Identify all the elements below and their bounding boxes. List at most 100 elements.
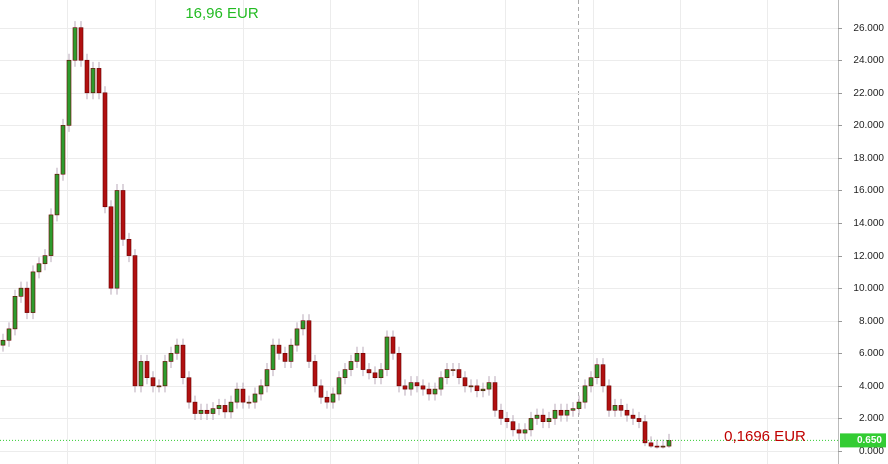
candle-body xyxy=(120,190,126,240)
y-tick-label: 22.000 xyxy=(853,88,884,99)
candle-body xyxy=(42,255,48,265)
candle-body xyxy=(54,173,60,216)
candle-body xyxy=(108,206,114,289)
y-tick-label: 6.000 xyxy=(859,348,884,359)
candle-body xyxy=(402,385,408,390)
candle-body xyxy=(648,442,654,447)
candle-body xyxy=(654,445,660,448)
candle-body xyxy=(240,388,246,403)
y-tick-label: 10.000 xyxy=(853,283,884,294)
candle-body xyxy=(468,385,474,388)
candle-body xyxy=(534,414,540,419)
candle-body xyxy=(618,405,624,411)
candle-body xyxy=(186,377,192,403)
y-tick-label: 26.000 xyxy=(853,23,884,34)
y-tick-label: 8.000 xyxy=(859,316,884,327)
grid: 0.000 2.000 4.000 6.000 8.000 10.000 12.000 14.… xyxy=(0,23,884,457)
candle-body xyxy=(408,382,414,390)
candle-body xyxy=(192,401,198,414)
candle-body xyxy=(342,369,348,379)
last-price-label: 0.650 xyxy=(857,435,882,446)
candle-body xyxy=(522,429,528,434)
candle-body xyxy=(612,405,618,411)
candle-body xyxy=(12,296,18,330)
candle-body xyxy=(168,352,174,362)
candle-body xyxy=(30,271,36,313)
candle-body xyxy=(180,344,186,379)
candle-body xyxy=(252,393,258,403)
candle-body xyxy=(582,385,588,403)
candle-body xyxy=(78,27,84,61)
candle-body xyxy=(486,382,492,390)
candle-body xyxy=(282,352,288,362)
candle-body xyxy=(0,339,6,346)
candle-body xyxy=(126,239,132,256)
candle-body xyxy=(516,429,522,434)
candle-body xyxy=(294,328,300,346)
candle-body xyxy=(390,336,396,354)
candle-body xyxy=(102,92,108,208)
candle-body xyxy=(114,190,120,289)
candle-body xyxy=(642,421,648,444)
candle-body xyxy=(366,369,372,374)
y-tick-label: 12.000 xyxy=(853,251,884,262)
candle-body xyxy=(60,125,66,175)
y-tick-label: 2.000 xyxy=(859,413,884,424)
candle-body xyxy=(630,414,636,419)
candle-body xyxy=(24,287,30,313)
y-tick-label: 24.000 xyxy=(853,55,884,66)
candle-body xyxy=(606,385,612,411)
candle-body xyxy=(276,344,282,354)
candle-body xyxy=(336,377,342,395)
candle-body xyxy=(48,214,54,256)
candle-body xyxy=(564,409,570,416)
candle-body xyxy=(150,377,156,387)
candle-body xyxy=(636,418,642,422)
high-annotation: 16,96 EUR xyxy=(185,5,259,22)
vertical-grid xyxy=(67,0,768,464)
last-annotation: 0,1696 EUR xyxy=(724,428,806,445)
y-tick-label: 16.000 xyxy=(853,185,884,196)
candle-body xyxy=(228,401,234,413)
y-tick-label: 4.000 xyxy=(859,381,884,392)
candle-body xyxy=(492,382,498,411)
candle-body xyxy=(570,408,576,411)
candle-body xyxy=(384,336,390,370)
candles xyxy=(0,21,672,449)
candle-body xyxy=(576,401,582,409)
candle-body xyxy=(540,414,546,422)
candle-body xyxy=(504,418,510,422)
candle-body xyxy=(84,59,90,94)
candle-body xyxy=(420,385,426,390)
candle-body xyxy=(270,344,276,370)
y-tick-label: 20.000 xyxy=(853,120,884,131)
candle-body xyxy=(312,361,318,387)
candle-body xyxy=(66,59,72,126)
last-price-badge xyxy=(840,433,886,448)
candle-body xyxy=(414,382,420,387)
candle-body xyxy=(498,409,504,419)
candle-body xyxy=(462,377,468,387)
candle-body xyxy=(90,68,96,94)
candle-body xyxy=(438,377,444,390)
candle-body xyxy=(348,361,354,370)
candle-body xyxy=(132,255,138,387)
candle-body xyxy=(198,409,204,414)
candle-body xyxy=(558,409,564,416)
candle-body xyxy=(444,369,450,379)
candle-body xyxy=(324,396,330,403)
candle-body xyxy=(162,361,168,387)
candle-body xyxy=(450,369,456,371)
y-tick-label: 18.000 xyxy=(853,153,884,164)
candle-body xyxy=(378,369,384,379)
candle-body xyxy=(258,385,264,395)
candle-body xyxy=(546,418,552,422)
candle-body xyxy=(300,320,306,330)
candle-body xyxy=(552,409,558,419)
candle-body xyxy=(354,352,360,362)
candle-body xyxy=(264,369,270,387)
candle-body xyxy=(510,421,516,431)
candle-body xyxy=(480,388,486,392)
